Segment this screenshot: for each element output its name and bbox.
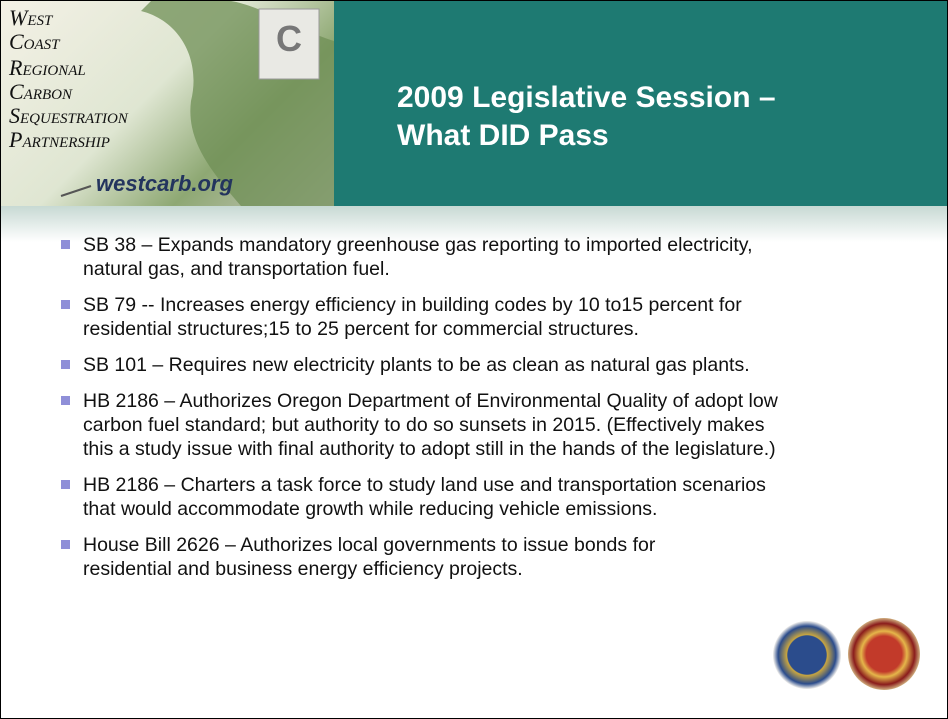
bullet-line: that would accommodate growth while redu… (83, 497, 766, 521)
bullet-text: SB 38 – Expands mandatory greenhouse gas… (83, 233, 753, 281)
bullet-line: House Bill 2626 – Authorizes local gover… (83, 533, 655, 557)
state-seal (848, 618, 920, 690)
logo-text: Regional (9, 57, 86, 79)
logo-text: Partnership (9, 129, 110, 151)
bullet-line: HB 2186 – Charters a task force to study… (83, 473, 766, 497)
bullet-text: HB 2186 – Authorizes Oregon Department o… (83, 389, 778, 461)
title-line: What DID Pass (397, 117, 776, 155)
bullet-line: SB 38 – Expands mandatory greenhouse gas… (83, 233, 753, 257)
logo-url: westcarb.org (96, 171, 233, 197)
bullet-marker (61, 240, 70, 249)
bullet-text: SB 79 -- Increases energy efficiency in … (83, 293, 742, 341)
svg-text:C: C (276, 18, 302, 59)
logo-text: West (9, 7, 52, 29)
bullet-marker (61, 396, 70, 405)
bullet-marker (61, 540, 70, 549)
bullet-text: SB 101 – Requires new electricity plants… (83, 353, 750, 377)
bullet-line: natural gas, and transportation fuel. (83, 257, 753, 281)
bullet-marker (61, 300, 70, 309)
slide: C WestCoast RegionalCarbonSequestrationPa… (0, 0, 948, 719)
bullet-line: residential structures;15 to 25 percent … (83, 317, 742, 341)
bullet-line: residential and business energy efficien… (83, 557, 655, 581)
bullet-line: SB 101 – Requires new electricity plants… (83, 353, 750, 377)
slide-title: 2009 Legislative Session –What DID Pass (397, 79, 776, 155)
bullet-line: carbon fuel standard; but authority to d… (83, 413, 778, 437)
bullet-line: HB 2186 – Authorizes Oregon Department o… (83, 389, 778, 413)
doe-seal (773, 621, 841, 689)
bullet-marker (61, 360, 70, 369)
bullet-line: this a study issue with final authority … (83, 437, 778, 461)
title-line: 2009 Legislative Session – (397, 79, 776, 117)
logo-text: Sequestration (9, 105, 128, 127)
bullet-text: HB 2186 – Charters a task force to study… (83, 473, 766, 521)
bullet-line: SB 79 -- Increases energy efficiency in … (83, 293, 742, 317)
logo-text: Carbon (9, 81, 72, 103)
bullet-marker (61, 480, 70, 489)
logo-text: Coast (9, 31, 60, 53)
bullet-text: House Bill 2626 – Authorizes local gover… (83, 533, 655, 581)
